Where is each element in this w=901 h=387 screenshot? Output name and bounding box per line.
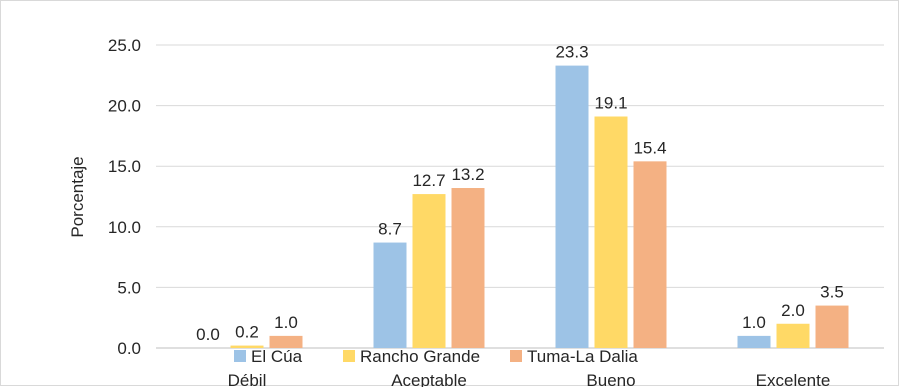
data-label: 15.4 <box>633 138 666 157</box>
y-tick-label: 5.0 <box>117 278 141 297</box>
y-axis-label: Porcentaje <box>68 156 87 237</box>
category-label: Aceptable <box>391 371 467 387</box>
data-label: 12.7 <box>412 171 445 190</box>
data-label: 23.3 <box>555 43 588 62</box>
legend-label: Rancho Grande <box>360 347 480 366</box>
category-labels: Débil Aceptable Bueno Excelente <box>228 371 831 387</box>
bar <box>776 323 810 348</box>
bar <box>269 335 303 348</box>
data-label: 0.2 <box>235 323 259 342</box>
bar <box>412 194 446 348</box>
bar <box>373 242 407 348</box>
bar <box>815 305 849 348</box>
bar <box>737 335 771 348</box>
legend: El Cúa Rancho Grande Tuma-La Dalia <box>234 347 638 366</box>
legend-label: Tuma-La Dalia <box>527 347 638 366</box>
data-label: 0.0 <box>196 325 220 344</box>
legend-swatch <box>234 350 246 362</box>
bar <box>555 65 589 348</box>
data-label: 19.1 <box>594 94 627 113</box>
y-tick-label: 25.0 <box>108 36 141 55</box>
bar <box>230 345 264 348</box>
category-label: Bueno <box>586 371 635 387</box>
legend-swatch <box>343 350 355 362</box>
data-label: 3.5 <box>820 283 844 302</box>
gridlines <box>156 44 884 349</box>
bar <box>451 188 485 348</box>
data-label: 13.2 <box>451 165 484 184</box>
bars <box>230 65 849 349</box>
y-tick-label: 0.0 <box>117 339 141 358</box>
y-tick-label: 10.0 <box>108 218 141 237</box>
data-labels: 0.0 0.2 1.0 8.7 12.7 13.2 23.3 19.1 15.4 1.0 2.0 3.… <box>196 43 844 344</box>
category-label: Excelente <box>756 371 831 387</box>
y-axis-ticks: 0.0 5.0 10.0 15.0 20.0 25.0 <box>108 36 141 358</box>
bar <box>633 161 667 348</box>
legend-label: El Cúa <box>251 347 303 366</box>
y-tick-label: 15.0 <box>108 157 141 176</box>
data-label: 2.0 <box>781 301 805 320</box>
data-label: 8.7 <box>378 220 402 239</box>
category-label: Débil <box>228 371 267 387</box>
y-tick-label: 20.0 <box>108 97 141 116</box>
data-label: 1.0 <box>742 313 766 332</box>
bar <box>594 116 628 349</box>
data-label: 1.0 <box>274 313 298 332</box>
legend-swatch <box>510 350 522 362</box>
